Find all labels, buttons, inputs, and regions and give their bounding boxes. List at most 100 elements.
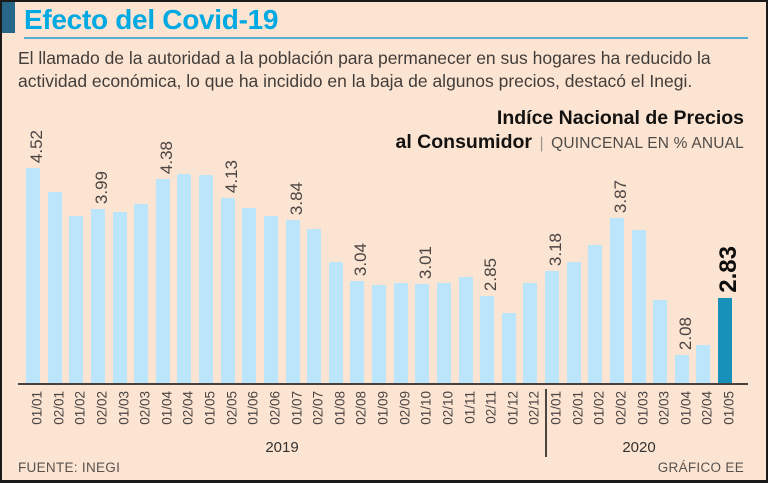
bar-02-03-2019 — [134, 204, 149, 385]
bar-chart: 4.52 3.99 4.38 4.13 3.84 3.04 3.01 2.85 3.18 3.87… — [26, 130, 742, 385]
tick-slot: 01/03 — [113, 391, 131, 435]
intro-line-1: El llamado de la autoridad a la població… — [18, 48, 711, 68]
tick-label: 02/11 — [483, 391, 499, 424]
tick-label: 01/07 — [289, 391, 304, 425]
tick-label: 02/12 — [526, 391, 542, 425]
intro-line-2: actividad económica, lo que ha incidido … — [18, 71, 693, 91]
tick-label: 02/01 — [51, 391, 67, 425]
bar-01-01-2019: 4.52 — [26, 130, 46, 385]
title-accent-square — [2, 2, 15, 33]
tick-slot: 02/04 — [696, 391, 715, 435]
page-title: Efecto del Covid-19 — [24, 4, 279, 35]
intro-text: El llamado de la autoridad a la població… — [18, 47, 758, 93]
tick-label: 01/03 — [635, 391, 650, 425]
tick-label: 01/01 — [548, 391, 564, 425]
tick-slot: 01/01 — [545, 391, 564, 435]
tick-slot: 01/04 — [675, 391, 693, 435]
tick-label: 01/01 — [29, 391, 45, 425]
tick-slot: 02/08 — [350, 391, 369, 435]
tick-slot: 01/08 — [329, 391, 347, 435]
chart-title-line1: Indíce Nacional de Precios — [496, 107, 744, 129]
tick-slot: 02/10 — [437, 391, 455, 435]
tick-label: 02/08 — [353, 391, 369, 425]
tick-slot: 01/12 — [502, 391, 520, 435]
bar-01-12-2019 — [501, 313, 516, 385]
credit-note: GRÁFICO EE — [657, 460, 744, 475]
tick-slot: 02/03 — [134, 391, 153, 435]
bar-value-label: 4.38 — [156, 140, 176, 174]
tick-slot: 01/06 — [242, 391, 261, 435]
tick-label: 01/12 — [505, 391, 521, 425]
tick-slot: 02/12 — [523, 391, 542, 435]
tick-label: 02/04 — [180, 391, 196, 425]
tick-slot: 01/01 — [26, 391, 45, 435]
tick-slot: 01/07 — [286, 391, 304, 435]
bar-01-01-2020: 3.18 — [545, 233, 565, 385]
tick-label: 02/03 — [656, 391, 672, 425]
bar-value-label: 2.83 — [715, 246, 742, 293]
bar-value-label: 3.01 — [416, 245, 436, 279]
bar-01-11-2019 — [458, 277, 473, 385]
chart-subtitle: QUINCENAL EN % ANUAL — [551, 135, 744, 152]
bar-02-07-2019 — [307, 229, 322, 385]
bar-02-12-2019 — [523, 283, 538, 385]
tick-label: 01/04 — [678, 391, 694, 425]
bar-01-03-2019 — [112, 212, 127, 385]
bar-01-04-2019: 4.38 — [155, 141, 176, 385]
tick-label: 02/02 — [94, 391, 110, 425]
tick-label: 01/05 — [721, 391, 737, 425]
x-axis-line — [18, 383, 748, 385]
title-underline — [24, 37, 748, 39]
bar-01-08-2019 — [328, 262, 343, 385]
tick-slot: 02/02 — [91, 391, 109, 435]
bar-01-10-2019: 3.01 — [415, 246, 435, 385]
bar-01-05-2020: 2.83 — [715, 246, 742, 385]
tick-slot: 02/03 — [653, 391, 672, 435]
tick-slot: 02/06 — [264, 391, 282, 435]
bar-02-10-2019 — [436, 283, 451, 385]
tick-label: 01/05 — [202, 391, 218, 425]
tick-slot: 02/11 — [480, 391, 499, 435]
bar-value-label: 3.99 — [91, 170, 111, 204]
bar-01-09-2019 — [372, 285, 386, 385]
tick-label: 01/10 — [418, 391, 434, 425]
tick-label: 01/02 — [591, 391, 607, 425]
bar-value-label: 3.18 — [546, 232, 565, 266]
tick-slot: 02/01 — [567, 391, 585, 435]
tick-slot: 02/07 — [307, 391, 326, 435]
tick-slot: 01/10 — [415, 391, 434, 435]
tick-label: 02/02 — [613, 391, 629, 425]
tick-label: 02/01 — [570, 391, 586, 425]
bar-value-label: 4.13 — [221, 159, 241, 193]
bar-02-02-2019: 3.99 — [90, 171, 111, 385]
tick-slot: 02/02 — [610, 391, 628, 435]
bar-value-label: 2.85 — [481, 257, 501, 291]
bar-02-01-2019 — [47, 192, 62, 385]
tick-slot: 01/03 — [632, 391, 650, 435]
bar-02-04-2019 — [177, 174, 192, 385]
bar-value-label: 4.52 — [27, 129, 46, 163]
chart-title-separator: | — [539, 135, 544, 152]
bar-01-03-2020 — [631, 230, 646, 385]
bar-value-label: 3.04 — [351, 242, 371, 276]
bar-02-06-2019 — [263, 216, 278, 385]
tick-label: 01/02 — [72, 391, 88, 425]
bar-02-11-2019: 2.85 — [480, 258, 500, 385]
tick-slot: 01/05 — [718, 391, 737, 435]
tick-label: 02/09 — [397, 391, 413, 425]
tick-slot: 02/05 — [221, 391, 239, 435]
tick-label: 02/04 — [699, 391, 715, 425]
bar-01-07-2019: 3.84 — [285, 182, 306, 385]
tick-slot: 01/09 — [372, 391, 391, 435]
tick-label: 02/07 — [310, 391, 326, 425]
year-divider-line — [545, 389, 547, 457]
tick-label: 02/05 — [224, 391, 240, 425]
bar-02-05-2019: 4.13 — [220, 160, 241, 385]
bar-01-05-2019 — [199, 175, 213, 385]
tick-slot: 01/02 — [588, 391, 607, 435]
tick-label: 01/06 — [245, 391, 261, 425]
bar-02-08-2019: 3.04 — [350, 243, 370, 385]
bar-02-04-2020 — [696, 345, 711, 385]
bar-01-06-2019 — [242, 208, 257, 385]
